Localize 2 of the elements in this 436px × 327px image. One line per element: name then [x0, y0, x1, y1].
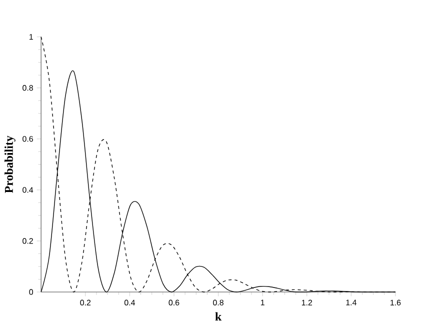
y-axis-title: Probability	[4, 136, 16, 193]
x-axis-title: k	[215, 312, 222, 320]
